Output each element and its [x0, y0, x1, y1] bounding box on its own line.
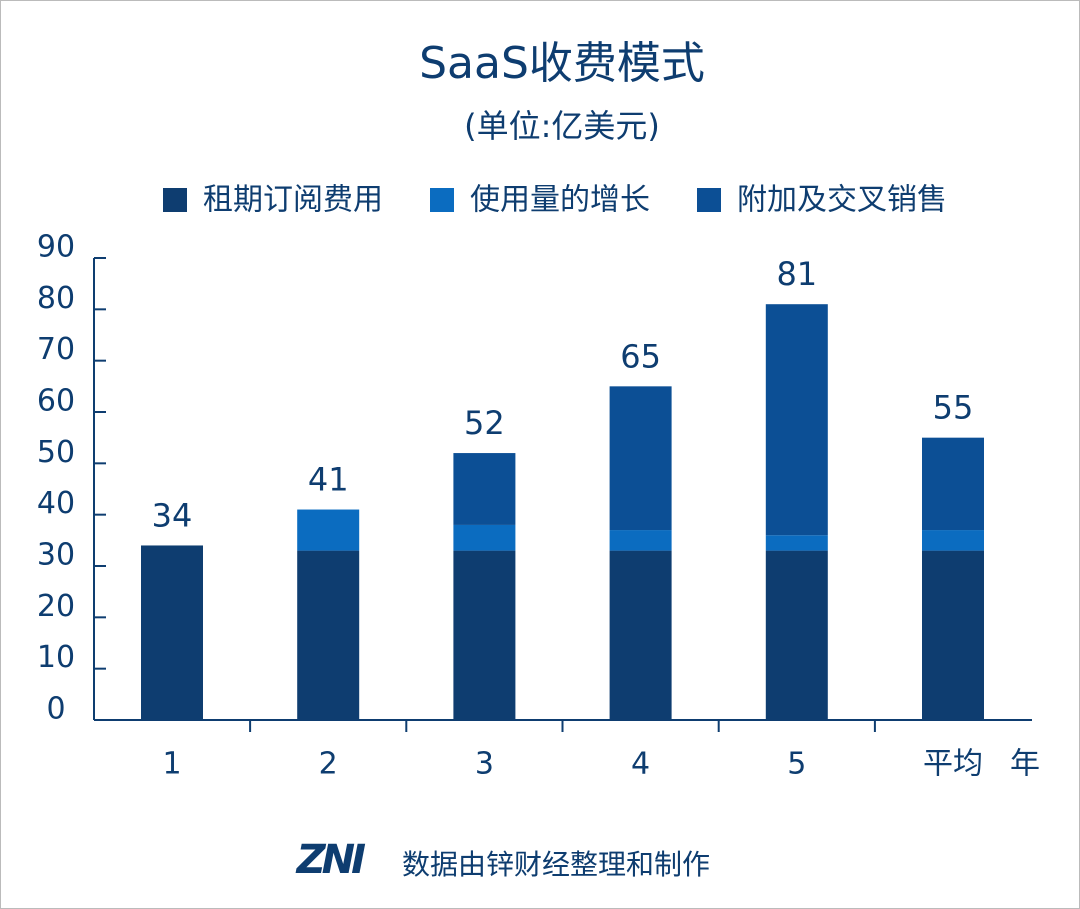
y-tick-label: 40	[37, 486, 75, 521]
bar-segment	[765, 550, 828, 720]
x-tick-label: 1	[162, 747, 181, 782]
bar-segment	[922, 437, 984, 531]
bar-segment	[765, 304, 828, 536]
total-label: 65	[620, 337, 661, 375]
x-tick-label: 4	[631, 747, 650, 782]
total-label: 55	[933, 389, 974, 427]
y-tick-label: 30	[37, 538, 75, 573]
bar-segment	[765, 535, 828, 551]
total-label: 52	[464, 404, 505, 442]
bar-segment	[453, 453, 516, 525]
bar-segment	[297, 550, 360, 720]
x-tick-label: 平均	[923, 747, 983, 782]
bar-segment	[609, 530, 672, 551]
source-note: 数据由锌财经整理和制作	[402, 848, 710, 881]
y-tick-label: 70	[37, 332, 75, 367]
y-tick-label: 90	[37, 230, 75, 265]
bar-segment	[922, 530, 984, 551]
total-label: 34	[152, 496, 193, 534]
bar-segment	[141, 545, 203, 720]
y-tick-label: 20	[37, 589, 75, 624]
x-tick-label: 2	[319, 747, 338, 782]
chart-title: SaaS收费模式	[419, 38, 705, 89]
legend-swatch	[163, 188, 187, 212]
total-label: 81	[776, 255, 817, 293]
y-tick-label: 80	[37, 281, 75, 316]
bar-segment	[453, 524, 516, 551]
bar-segment	[922, 550, 984, 720]
bar-segment	[453, 550, 516, 720]
legend-label: 租期订阅费用	[203, 183, 383, 218]
x-tick-label: 3	[475, 747, 494, 782]
logo: ZNI	[295, 837, 366, 883]
bar-segment	[609, 386, 672, 531]
legend-swatch	[430, 188, 454, 212]
legend-swatch	[697, 188, 721, 212]
bar-segment	[297, 509, 360, 551]
y-tick-label: 50	[37, 435, 75, 470]
total-label: 41	[308, 461, 349, 499]
chart-subtitle: (单位:亿美元)	[464, 107, 660, 145]
y-tick-label: 0	[46, 692, 65, 727]
bar-segment	[609, 550, 672, 720]
y-tick-label: 60	[37, 384, 75, 419]
x-tick-label: 5	[787, 747, 806, 782]
legend-label: 附加及交叉销售	[737, 183, 947, 218]
x-axis-label: 年	[1010, 747, 1040, 782]
legend-label: 使用量的增长	[470, 183, 650, 218]
y-tick-label: 10	[37, 640, 75, 675]
